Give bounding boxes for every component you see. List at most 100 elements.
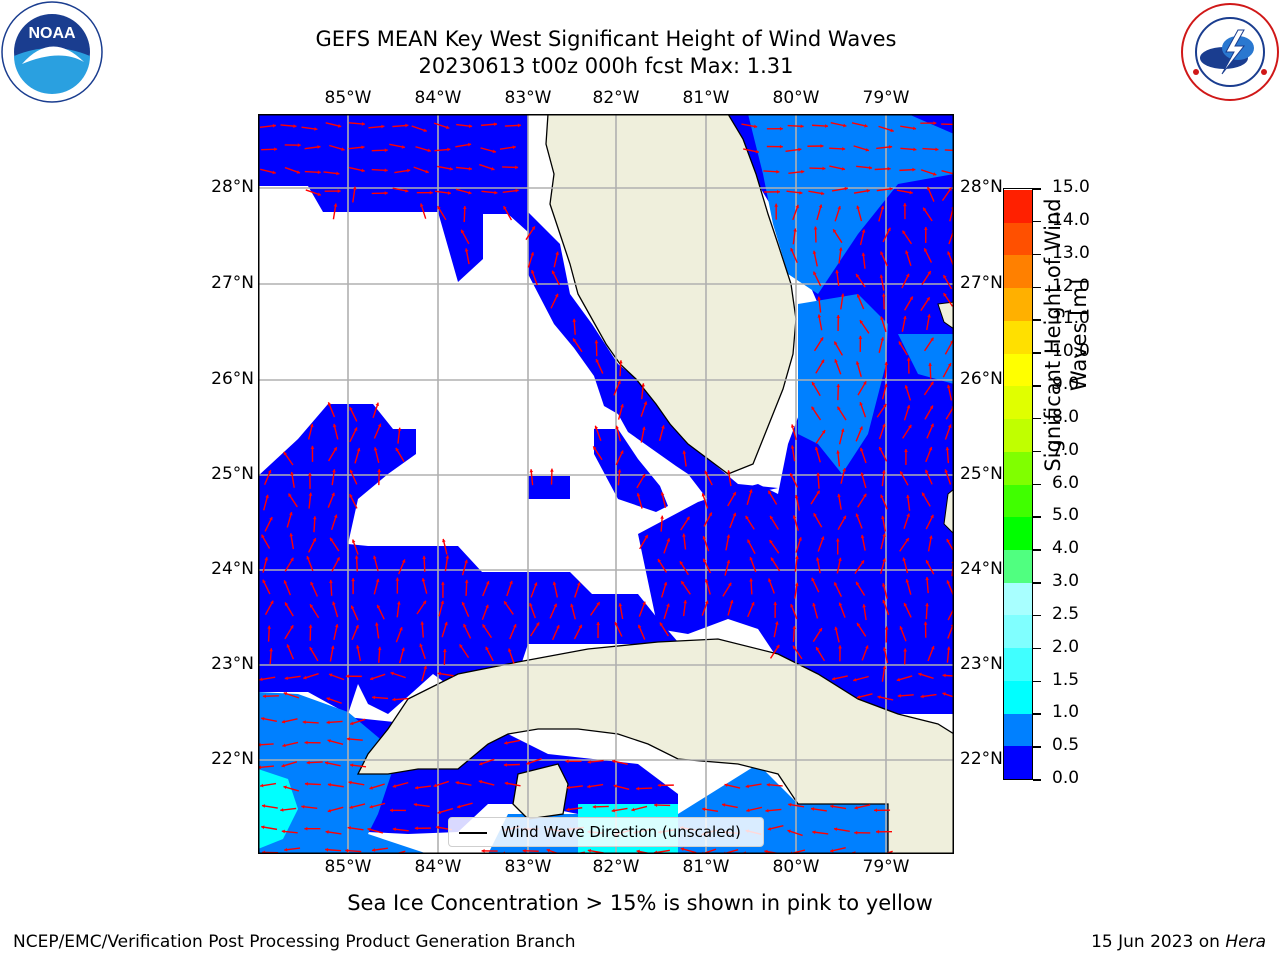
lat-label-right: 26°N: [960, 369, 1003, 389]
colorbar-tick-label: 1.0: [1052, 702, 1080, 723]
wave-direction-arrowhead: [811, 406, 815, 411]
wave-field-low: [258, 114, 954, 854]
wave-direction-arrowhead: [882, 423, 886, 428]
wave-direction-arrowhead: [882, 533, 886, 537]
wave-direction-arrowhead: [918, 672, 922, 677]
wave-direction-arrowhead: [615, 425, 620, 430]
colorbar-tick-mark: [1033, 549, 1041, 551]
wave-direction-arrowhead: [546, 848, 551, 853]
colorbar-tick-mark: [1033, 385, 1041, 387]
wave-direction-arrowhead: [943, 293, 947, 297]
lat-label-left: 25°N: [211, 464, 254, 484]
wave-direction-arrowhead: [880, 251, 884, 255]
wave-direction-arrowhead: [407, 168, 411, 173]
wave-direction-arrowhead: [861, 252, 866, 256]
wave-direction-arrowhead: [556, 625, 560, 629]
wave-direction-arrowhead: [611, 808, 615, 813]
wave-direction-arrowhead: [812, 250, 817, 254]
wave-direction-arrowhead: [880, 494, 884, 499]
wave-direction-arrowhead: [820, 144, 824, 148]
wave-direction-arrowhead: [282, 743, 286, 748]
colorbar-tick-mark: [1033, 614, 1041, 617]
wave-direction-arrowhead: [492, 149, 496, 154]
wave-direction-arrowhead: [882, 403, 887, 408]
colorbar-segment: [1004, 320, 1032, 354]
wave-direction-arrowhead: [830, 804, 834, 809]
wave-direction-arrowhead: [880, 316, 884, 321]
wave-direction-arrowhead: [304, 826, 308, 831]
wave-direction-arrowhead: [374, 622, 379, 626]
wave-direction-arrowhead: [309, 423, 314, 428]
wave-direction-arrowhead: [844, 186, 848, 191]
wave-direction-arrowhead: [946, 646, 951, 650]
wave-direction-arrowhead: [863, 493, 867, 498]
wave-direction-arrowhead: [392, 784, 397, 788]
wave-direction-arrow: [941, 123, 954, 126]
wave-direction-arrowhead: [773, 601, 778, 605]
wave-direction-arrowhead: [405, 123, 409, 128]
wave-direction-arrowhead: [301, 804, 305, 809]
wave-direction-arrowhead: [274, 147, 278, 152]
wave-direction-arrowhead: [384, 168, 388, 173]
wave-direction-arrowhead: [701, 493, 706, 497]
footer-host: Hera: [1225, 932, 1266, 952]
wave-direction-arrowhead: [883, 383, 888, 388]
wave-direction-arrowhead: [425, 169, 429, 174]
wave-direction-arrowhead: [792, 625, 797, 630]
wave-direction-arrowhead: [566, 785, 571, 790]
wave-direction-arrowhead: [853, 677, 857, 682]
wave-direction-arrowhead: [529, 603, 533, 607]
wave-direction-arrowhead: [348, 780, 352, 785]
lat-label-left: 28°N: [211, 177, 254, 197]
wave-direction-arrowhead: [577, 582, 581, 586]
wave-direction-arrowhead: [820, 359, 825, 364]
wave-direction-arrowhead: [948, 187, 952, 191]
wave-direction-arrowhead: [830, 848, 834, 853]
colorbar-title: Significant Height of Wind Waves [m]: [1041, 198, 1091, 472]
wave-direction-arrowhead: [308, 472, 312, 476]
wave-direction-arrowhead: [332, 469, 336, 473]
wave-direction-arrowhead: [351, 539, 356, 543]
wave-direction-arrowhead: [836, 450, 840, 454]
wave-direction-arrowhead: [747, 539, 751, 544]
wave-direction-arrowhead: [812, 603, 816, 607]
wave-direction-arrowhead: [296, 170, 301, 174]
colorbar-segment: [1004, 647, 1032, 681]
wave-direction-arrowhead: [350, 763, 354, 768]
wave-direction-arrowhead: [464, 559, 468, 564]
wave-direction-arrowhead: [856, 695, 861, 699]
wave-direction-arrowhead: [377, 469, 382, 473]
wave-direction-arrowhead: [419, 203, 424, 207]
colorbar-tick-label: 7.0: [1052, 439, 1080, 460]
wave-direction-arrowhead: [327, 739, 331, 743]
wave-direction-arrowhead: [834, 582, 838, 586]
wave-direction-arrowhead: [840, 428, 845, 433]
wave-direction-arrowhead: [792, 515, 797, 519]
lat-label-right: 28°N: [960, 177, 1003, 197]
wave-direction-arrowhead: [753, 124, 758, 129]
wave-direction-arrowhead: [799, 190, 803, 195]
wave-direction-arrowhead: [332, 423, 337, 428]
wave-direction-arrowhead: [882, 647, 887, 651]
wave-direction-arrowhead: [641, 474, 646, 478]
wave-direction-arrowhead: [765, 808, 769, 813]
wave-direction-arrowhead: [833, 827, 838, 832]
colorbar-segment: [1004, 254, 1032, 289]
wave-direction-arrowhead: [868, 165, 873, 170]
wave-direction-arrowhead: [929, 405, 934, 409]
wave-direction-arrowhead: [906, 494, 910, 499]
wave-direction-arrowhead: [751, 602, 755, 606]
wave-direction-arrowhead: [812, 830, 816, 835]
wave-direction-arrowhead: [821, 430, 826, 434]
wave-direction-arrowhead: [485, 604, 489, 609]
colorbar-tick-mark: [1033, 417, 1041, 420]
wave-direction-arrowhead: [636, 849, 640, 854]
wave-direction-arrowhead: [904, 448, 908, 452]
wave-direction-arrowhead: [882, 599, 886, 604]
wave-direction-arrowhead: [929, 535, 933, 539]
wave-direction-arrowhead: [349, 407, 353, 411]
wave-direction-arrowhead: [859, 426, 863, 430]
wave-direction-arrowhead: [793, 228, 797, 232]
colorbar-tick-label: 1.5: [1052, 669, 1080, 690]
wave-direction-arrowhead: [618, 360, 623, 364]
